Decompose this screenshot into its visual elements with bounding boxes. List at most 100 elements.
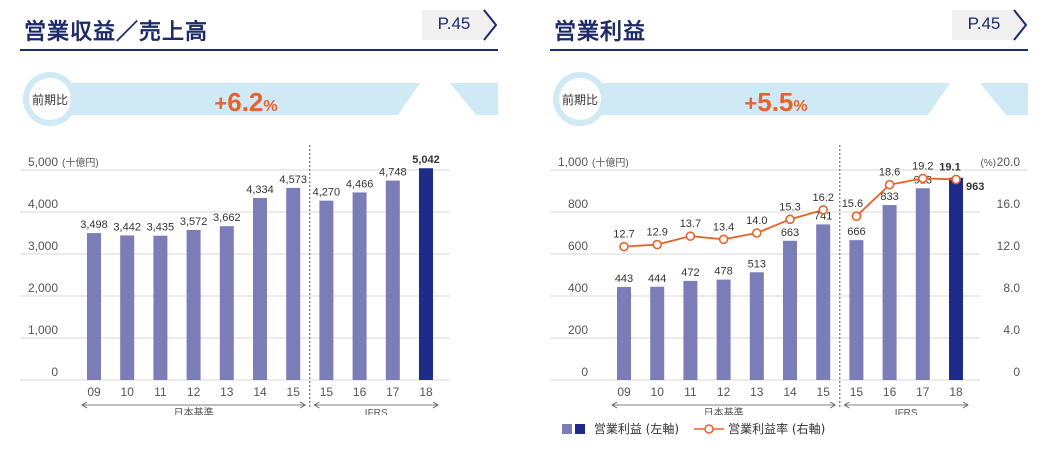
bar [219,226,234,380]
growth-badge: 前期比 [32,92,68,107]
margin-value-label: 13.7 [680,218,701,230]
bar-value-label: 444 [648,273,666,285]
x-tick-label: 15 [850,385,864,399]
margin-value-label: 13.4 [713,221,734,233]
bar [716,279,731,380]
group-bracket-arrow [962,401,969,409]
group-label: 日本基準 [174,406,214,415]
x-tick-label: 17 [916,385,930,399]
bar-value-label: 478 [714,266,732,278]
group-bracket-arrow [81,401,88,409]
y-tick-label: 5,000 [28,155,58,169]
margin-point [652,239,662,250]
x-tick-label: 13 [220,385,234,399]
y-axis-unit: (十億円) [592,156,629,169]
margin-value-label: 19.1 [939,161,960,173]
margin-value-label: 12.9 [646,227,667,239]
x-tick-label: 15 [817,385,831,399]
y-tick-label: 3,000 [28,239,58,253]
x-tick-label: 18 [949,385,963,399]
x-tick-label: 09 [87,385,101,399]
x-tick-label: 15 [287,385,301,399]
bar-value-label: 3,662 [213,212,241,224]
revenue-panel: 営業収益／売上高 P.45 前期比 +6.2% 0 1,000 2,000 3,000… [20,0,520,455]
legend-bar-swatch [562,423,585,434]
page-link-button[interactable]: P.45 [952,8,1028,42]
x-tick-label: 11 [684,385,697,399]
growth-value-text: +6.2% [214,87,277,117]
page-link-label: P.45 [437,14,471,33]
group-bracket-arrow [829,401,836,409]
margin-value-label: 14.0 [746,215,767,227]
x-tick-label: 15 [320,385,334,399]
legend-bar-label: 営業利益 (左軸) [593,422,680,436]
bar [783,240,797,380]
y2-tick-label: 16.0 [997,197,1021,211]
bar-value-label: 663 [781,227,799,239]
bar-value-label: 443 [615,273,633,285]
page-link-label: P.45 [967,14,1001,33]
y-tick-label: 600 [568,239,588,253]
y-axis-unit: (十億円) [62,156,99,169]
bar-value-label: 3,435 [147,222,175,234]
margin-point [818,205,829,215]
bar-value-label: 741 [814,210,832,222]
bar-value-label: 3,572 [180,216,208,228]
y2-axis-unit: (%) [980,158,996,169]
revenue-chart: 0 1,000 2,000 3,000 4,000 5,000 (十億円) 09 10 11 12 1… [20,145,450,415]
margin-point [851,211,862,221]
growth-band: 前期比 +5.5% [553,72,1028,126]
y-tick-label: 1,000 [28,323,58,337]
page-link-button[interactable]: P.45 [422,8,498,42]
bar [352,192,367,380]
bar [617,286,631,380]
margin-value-label: 12.7 [613,229,634,241]
x-tick-label: 14 [253,385,267,399]
bar [749,272,764,380]
margin-point [785,214,795,225]
bar [319,200,334,380]
bar [87,233,101,380]
operating-profit-chart: 0 200 400 600 800 1,000 (十億円) 0 4.0 8.0 12.0 16.0 20… [550,145,1028,415]
y-tick-label: 200 [568,323,588,337]
x-tick-label: 18 [419,385,433,399]
page-link-arrow-icon [422,9,498,41]
growth-band: 前期比 +6.2% [23,72,498,126]
bar [286,187,301,380]
margin-point [951,174,961,185]
x-tick-label: 10 [651,385,665,399]
margin-value-label: 19.2 [912,160,933,172]
margin-point [685,231,696,241]
margin-point [718,234,729,245]
growth-badge: 前期比 [562,92,598,107]
y-tick-label: 0 [581,365,588,379]
x-tick-label: 13 [750,385,764,399]
bar [882,205,897,380]
x-tick-label: 11 [154,385,167,399]
bar [650,286,665,380]
y-tick-label: 800 [568,197,588,211]
y2-tick-label: 12.0 [997,239,1021,253]
bar [186,229,201,380]
group-label: IFRS [365,408,388,415]
y-tick-label: 2,000 [28,281,58,295]
x-tick-label: 09 [617,385,631,399]
bar [816,224,831,380]
bar [120,235,135,380]
bar-value-label: 4,573 [279,174,307,186]
operating-profit-panel: 営業利益 P.45 前期比 +5.5% 0 200 400 600 800 1,000 (十… [550,0,1050,455]
bar-value-label: 4,748 [379,167,407,179]
margin-value-label: 16.2 [812,192,833,204]
group-label: 日本基準 [704,406,744,415]
bar-value-label: 4,334 [246,184,274,196]
y-tick-label: 4,000 [28,197,58,211]
group-bracket-arrow [299,401,306,409]
bar-value-label: 3,498 [80,219,108,231]
x-tick-label: 14 [783,385,797,399]
margin-point [619,241,629,252]
margin-value-label: 15.3 [779,201,800,213]
x-tick-label: 10 [121,385,135,399]
x-tick-label: 16 [883,385,897,399]
x-tick-label: 16 [353,385,367,399]
chart-legend: 営業利益 (左軸) 営業利益率 (右軸) [562,420,825,437]
